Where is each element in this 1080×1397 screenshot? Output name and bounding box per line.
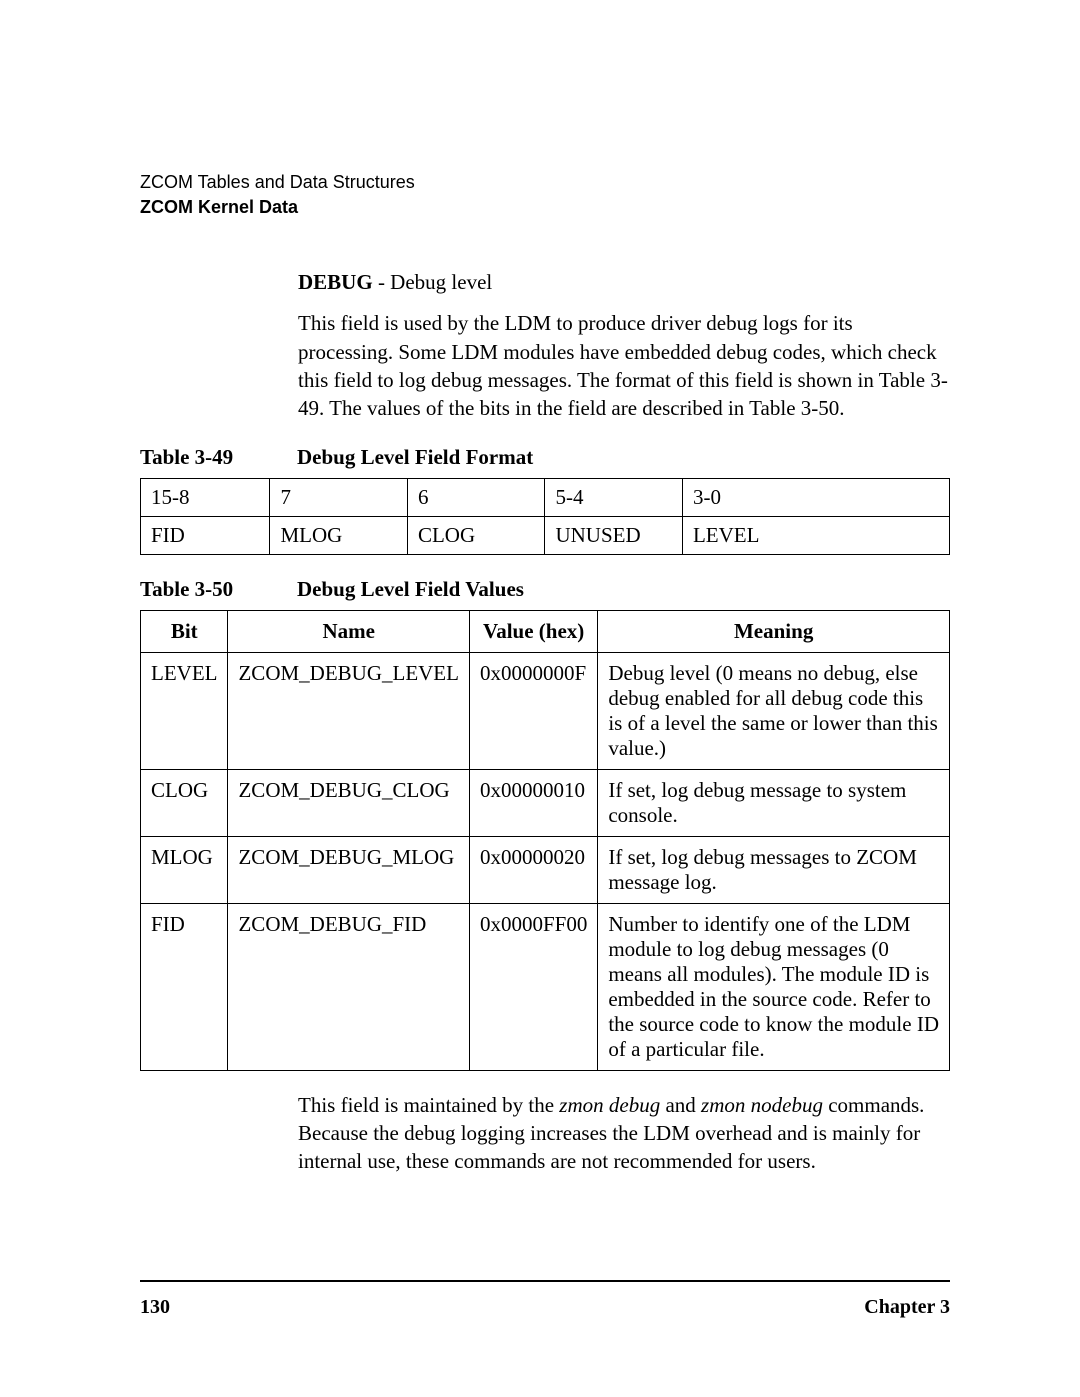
table-row: FID ZCOM_DEBUG_FID 0x0000FF00 Number to … [141,903,950,1070]
t50-meaning: Debug level (0 means no debug, else debu… [598,652,950,769]
t49-cell: UNUSED [545,516,683,554]
table-row: MLOG ZCOM_DEBUG_MLOG 0x00000020 If set, … [141,836,950,903]
page-number: 130 [140,1296,170,1319]
table-row: 15-8 7 6 5-4 3-0 [141,478,950,516]
running-header-line2: ZCOM Kernel Data [140,195,950,220]
t50-meaning: If set, log debug messages to ZCOM messa… [598,836,950,903]
closing-paragraph: This field is maintained by the zmon deb… [298,1091,950,1176]
running-header-line1: ZCOM Tables and Data Structures [140,170,950,195]
t50-bit: LEVEL [141,652,228,769]
table-row: LEVEL ZCOM_DEBUG_LEVEL 0x0000000F Debug … [141,652,950,769]
t49-cell: 3-0 [682,478,949,516]
t50-value: 0x0000FF00 [469,903,597,1070]
table-49-caption-title: Debug Level Field Format [297,445,533,469]
debug-section-heading: DEBUG - Debug level This field is used b… [298,270,950,422]
t50-bit: MLOG [141,836,228,903]
t50-value: 0x00000020 [469,836,597,903]
debug-title: DEBUG - Debug level [298,270,950,295]
table-row: FID MLOG CLOG UNUSED LEVEL [141,516,950,554]
t49-cell: 7 [270,478,408,516]
table-49-caption-number: Table 3-49 [140,445,297,470]
debug-suffix: - Debug level [373,270,493,294]
t49-cell: 15-8 [141,478,270,516]
t50-name: ZCOM_DEBUG_CLOG [228,769,469,836]
page: ZCOM Tables and Data Structures ZCOM Ker… [0,0,1080,1397]
t50-name: ZCOM_DEBUG_FID [228,903,469,1070]
footer-rule [140,1280,950,1282]
t50-bit: CLOG [141,769,228,836]
table-50-caption-number: Table 3-50 [140,577,297,602]
t50-value: 0x00000010 [469,769,597,836]
table-49: 15-8 7 6 5-4 3-0 FID MLOG CLOG UNUSED LE… [140,478,950,555]
debug-intro-paragraph: This field is used by the LDM to produce… [298,309,950,422]
t50-header-bit: Bit [141,610,228,652]
closing-pre: This field is maintained by the [298,1093,559,1117]
closing-mid: and [660,1093,701,1117]
table-row: CLOG ZCOM_DEBUG_CLOG 0x00000010 If set, … [141,769,950,836]
t50-name: ZCOM_DEBUG_MLOG [228,836,469,903]
debug-label: DEBUG [298,270,373,294]
t49-cell: CLOG [407,516,545,554]
t50-bit: FID [141,903,228,1070]
table-50-caption: Table 3-50Debug Level Field Values [140,577,950,602]
table-49-caption: Table 3-49Debug Level Field Format [140,445,950,470]
t50-value: 0x0000000F [469,652,597,769]
t49-cell: MLOG [270,516,408,554]
t49-cell: FID [141,516,270,554]
closing-paragraph-wrap: This field is maintained by the zmon deb… [298,1091,950,1176]
t50-meaning: If set, log debug message to system cons… [598,769,950,836]
t49-cell: 5-4 [545,478,683,516]
t50-header-value: Value (hex) [469,610,597,652]
t50-name: ZCOM_DEBUG_LEVEL [228,652,469,769]
chapter-label: Chapter 3 [864,1296,950,1319]
closing-ital2: zmon nodebug [701,1093,823,1117]
table-50-caption-title: Debug Level Field Values [297,577,524,601]
t50-meaning: Number to identify one of the LDM module… [598,903,950,1070]
page-footer: 130 Chapter 3 [140,1296,950,1319]
running-header: ZCOM Tables and Data Structures ZCOM Ker… [140,170,950,220]
t49-cell: 6 [407,478,545,516]
t49-cell: LEVEL [682,516,949,554]
t50-header-name: Name [228,610,469,652]
closing-ital1: zmon debug [559,1093,660,1117]
table-50: Bit Name Value (hex) Meaning LEVEL ZCOM_… [140,610,950,1071]
table-row: Bit Name Value (hex) Meaning [141,610,950,652]
t50-header-meaning: Meaning [598,610,950,652]
